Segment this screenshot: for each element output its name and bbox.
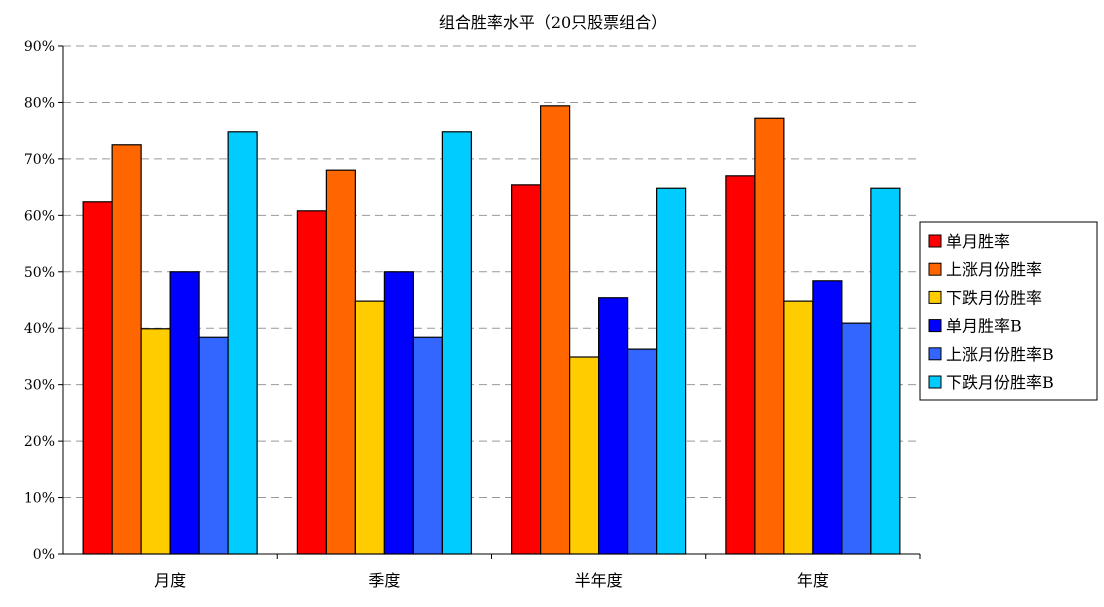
bar: [169, 271, 200, 555]
y-tick-label: 30%: [24, 378, 55, 394]
bar: [569, 356, 600, 555]
bar: [354, 300, 385, 555]
y-tick-label: 50%: [24, 265, 55, 281]
y-tick-label: 20%: [24, 434, 55, 450]
legend-label: 单月胜率B: [946, 317, 1022, 336]
bar: [812, 280, 843, 555]
legend-swatch: [928, 234, 942, 248]
legend-label: 上涨月份胜率: [946, 260, 1042, 279]
y-tick-label: 90%: [24, 39, 55, 55]
chart-title: 组合胜率水平（20只股票组合）: [439, 13, 667, 32]
x-tick-label: 年度: [797, 571, 829, 590]
legend-label: 上涨月份胜率B: [946, 345, 1054, 364]
legend-label: 下跌月份胜率B: [946, 373, 1054, 392]
bar: [111, 144, 142, 555]
bar: [725, 175, 756, 555]
bar: [296, 210, 327, 555]
bar: [540, 105, 571, 555]
y-tick-label: 0%: [33, 547, 55, 563]
bar: [841, 322, 872, 555]
bar: [82, 201, 113, 555]
x-tick-label: 月度: [154, 571, 186, 590]
x-tick-label: 季度: [368, 571, 400, 590]
x-tick-label: 半年度: [575, 571, 623, 590]
bar: [511, 184, 542, 555]
legend-swatch: [928, 347, 942, 361]
bar: [598, 297, 629, 555]
y-tick-label: 70%: [24, 152, 55, 168]
legend-swatch: [928, 290, 942, 304]
bar: [627, 348, 658, 555]
legend-box: [919, 221, 1098, 401]
legend-swatch: [928, 319, 942, 333]
legend-swatch: [928, 262, 942, 276]
bar: [198, 336, 229, 555]
bar: [383, 271, 414, 555]
bar: [783, 300, 814, 555]
y-tick-label: 60%: [24, 208, 55, 224]
bar: [412, 336, 443, 555]
bar: [227, 131, 258, 555]
legend-label: 下跌月份胜率: [946, 288, 1042, 307]
bar: [656, 187, 687, 555]
bar: [754, 117, 785, 555]
legend-label: 单月胜率: [946, 232, 1010, 251]
bar: [870, 187, 901, 555]
bar: [140, 328, 171, 555]
y-tick-label: 80%: [24, 95, 55, 111]
bar: [325, 169, 356, 555]
bar: [441, 131, 472, 555]
legend-swatch: [928, 375, 942, 389]
y-tick-label: 10%: [24, 491, 55, 507]
y-tick-label: 40%: [24, 321, 55, 337]
